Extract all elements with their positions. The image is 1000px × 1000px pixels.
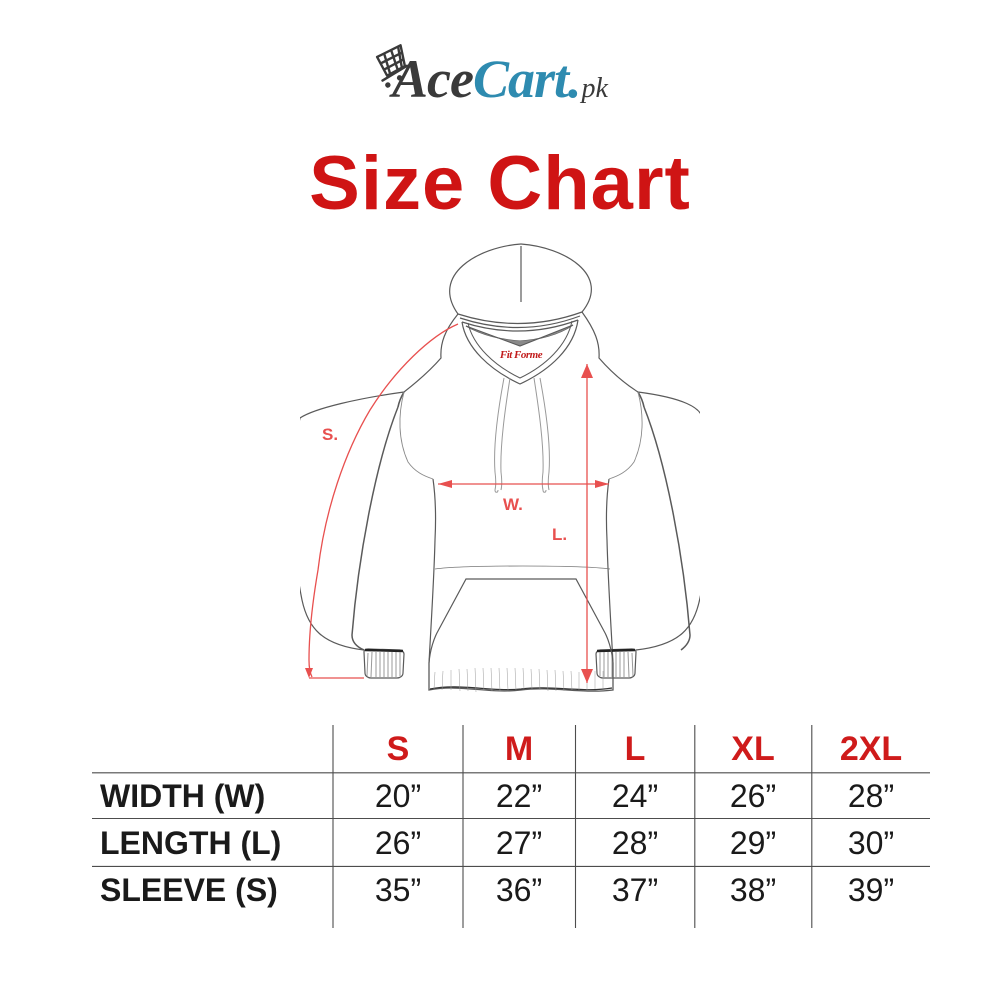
svg-text:2XL: 2XL: [840, 730, 902, 768]
svg-text:S: S: [387, 730, 410, 768]
svg-text:26”: 26”: [375, 825, 421, 861]
svg-text:35”: 35”: [375, 872, 421, 908]
svg-text:37”: 37”: [612, 872, 658, 908]
svg-text:WIDTH (W): WIDTH (W): [100, 778, 265, 814]
svg-text:SLEEVE (S): SLEEVE (S): [100, 872, 278, 908]
svg-text:M: M: [505, 730, 533, 768]
svg-text:XL: XL: [731, 730, 774, 768]
svg-text:28”: 28”: [848, 778, 894, 814]
svg-text:LENGTH (L): LENGTH (L): [100, 825, 281, 861]
svg-text:39”: 39”: [848, 872, 894, 908]
svg-text:36”: 36”: [496, 872, 542, 908]
svg-text:27”: 27”: [496, 825, 542, 861]
svg-text:29”: 29”: [730, 825, 776, 861]
svg-text:20”: 20”: [375, 778, 421, 814]
svg-text:L: L: [625, 730, 646, 768]
svg-text:28”: 28”: [612, 825, 658, 861]
svg-text:38”: 38”: [730, 872, 776, 908]
svg-text:26”: 26”: [730, 778, 776, 814]
svg-text:22”: 22”: [496, 778, 542, 814]
svg-text:24”: 24”: [612, 778, 658, 814]
svg-text:30”: 30”: [848, 825, 894, 861]
